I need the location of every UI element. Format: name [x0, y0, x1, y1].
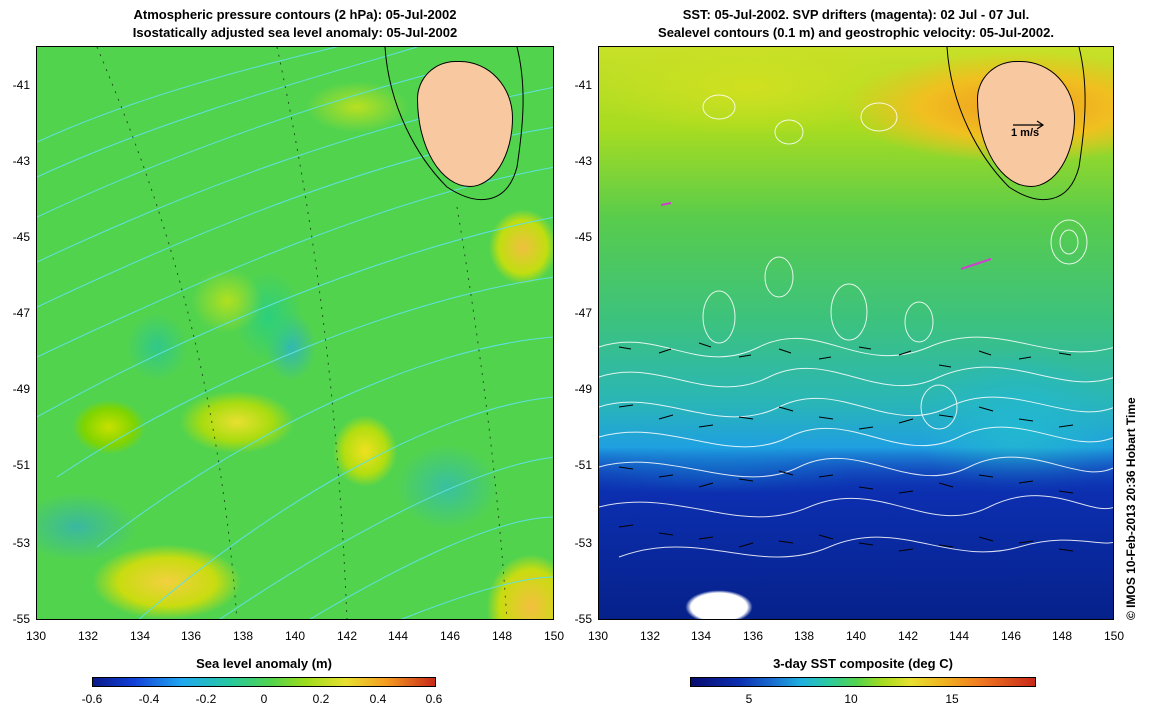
sea-level-colorbar [92, 677, 436, 687]
right-y-tick: -47 [574, 306, 592, 320]
sst-colorbar [690, 677, 1036, 687]
sst-map: 1 m/s [598, 46, 1114, 620]
right-y-tick: -55 [574, 612, 592, 626]
right-y-tick: -41 [574, 78, 592, 92]
left-y-tick: -49 [12, 382, 30, 396]
left-x-tick: 130 [25, 629, 47, 643]
right-x-tick: 142 [897, 629, 919, 643]
drifter-track [960, 258, 992, 270]
right-colorbar-tick: 10 [844, 692, 858, 706]
left-map-title: Atmospheric pressure contours (2 hPa): 0… [36, 6, 554, 42]
right-colorbar-label: 3-day SST composite (deg C) [773, 656, 953, 671]
right-y-tick: -51 [574, 458, 592, 472]
copyright-credit: © IMOS 10-Feb-2013 20:36 Hobart Time [1124, 397, 1138, 620]
right-map-title: SST: 05-Jul-2002. SVP drifters (magenta)… [598, 6, 1114, 42]
left-colorbar-tick: 0.6 [425, 692, 443, 706]
right-x-tick: 138 [793, 629, 815, 643]
right-y-tick: -49 [574, 382, 592, 396]
left-y-tick: -53 [12, 536, 30, 550]
right-x-tick: 150 [1103, 629, 1125, 643]
right-x-tick: 130 [587, 629, 609, 643]
right-x-tick: 136 [742, 629, 764, 643]
sealevel-contours [599, 47, 1113, 558]
left-x-tick: 136 [180, 629, 202, 643]
right-x-tick: 132 [639, 629, 661, 643]
left-x-tick: 150 [543, 629, 565, 643]
right-x-tick: 144 [948, 629, 970, 643]
left-x-tick: 142 [336, 629, 358, 643]
left-x-tick: 138 [232, 629, 254, 643]
left-colorbar-tick: -0.4 [138, 692, 160, 706]
left-y-tick: -55 [12, 612, 30, 626]
right-title-line2: Sealevel contours (0.1 m) and geostrophi… [658, 25, 1054, 40]
right-colorbar-tick: 15 [945, 692, 959, 706]
right-x-tick: 140 [845, 629, 867, 643]
left-colorbar-tick: 0.4 [369, 692, 387, 706]
left-y-tick: -45 [12, 230, 30, 244]
right-y-tick: -45 [574, 230, 592, 244]
left-x-tick: 144 [387, 629, 409, 643]
left-colorbar-tick: -0.6 [81, 692, 103, 706]
left-y-tick: -47 [12, 306, 30, 320]
left-colorbar-label: Sea level anomaly (m) [196, 656, 332, 671]
right-colorbar-tick: 5 [745, 692, 753, 706]
right-x-tick: 148 [1051, 629, 1073, 643]
left-colorbar-tick: 0.2 [312, 692, 330, 706]
left-colorbar-tick: -0.2 [195, 692, 217, 706]
left-title-line2: Isostatically adjusted sea level anomaly… [132, 25, 458, 40]
sea-level-anomaly-map [36, 46, 554, 620]
left-y-tick: -41 [12, 78, 30, 92]
left-x-tick: 140 [284, 629, 306, 643]
shelf-outline [384, 47, 524, 200]
left-colorbar-tick: 0 [260, 692, 268, 706]
left-x-tick: 146 [439, 629, 461, 643]
velocity-arrows [618, 342, 1074, 552]
right-y-tick: -43 [574, 154, 592, 168]
left-x-tick: 132 [77, 629, 99, 643]
drifter-track [660, 202, 672, 206]
right-x-tick: 134 [690, 629, 712, 643]
velocity-scale-arrow [1013, 120, 1045, 130]
velocity-scale-label: 1 m/s [1011, 127, 1040, 139]
right-y-tick: -53 [574, 536, 592, 550]
right-title-line1: SST: 05-Jul-2002. SVP drifters (magenta)… [682, 7, 1030, 22]
right-x-tick: 146 [1000, 629, 1022, 643]
left-title-line1: Atmospheric pressure contours (2 hPa): 0… [133, 7, 457, 22]
left-y-tick: -51 [12, 458, 30, 472]
left-y-tick: -43 [12, 154, 30, 168]
shelf-outline [946, 47, 1086, 200]
left-x-tick: 134 [129, 629, 151, 643]
left-x-tick: 148 [491, 629, 513, 643]
